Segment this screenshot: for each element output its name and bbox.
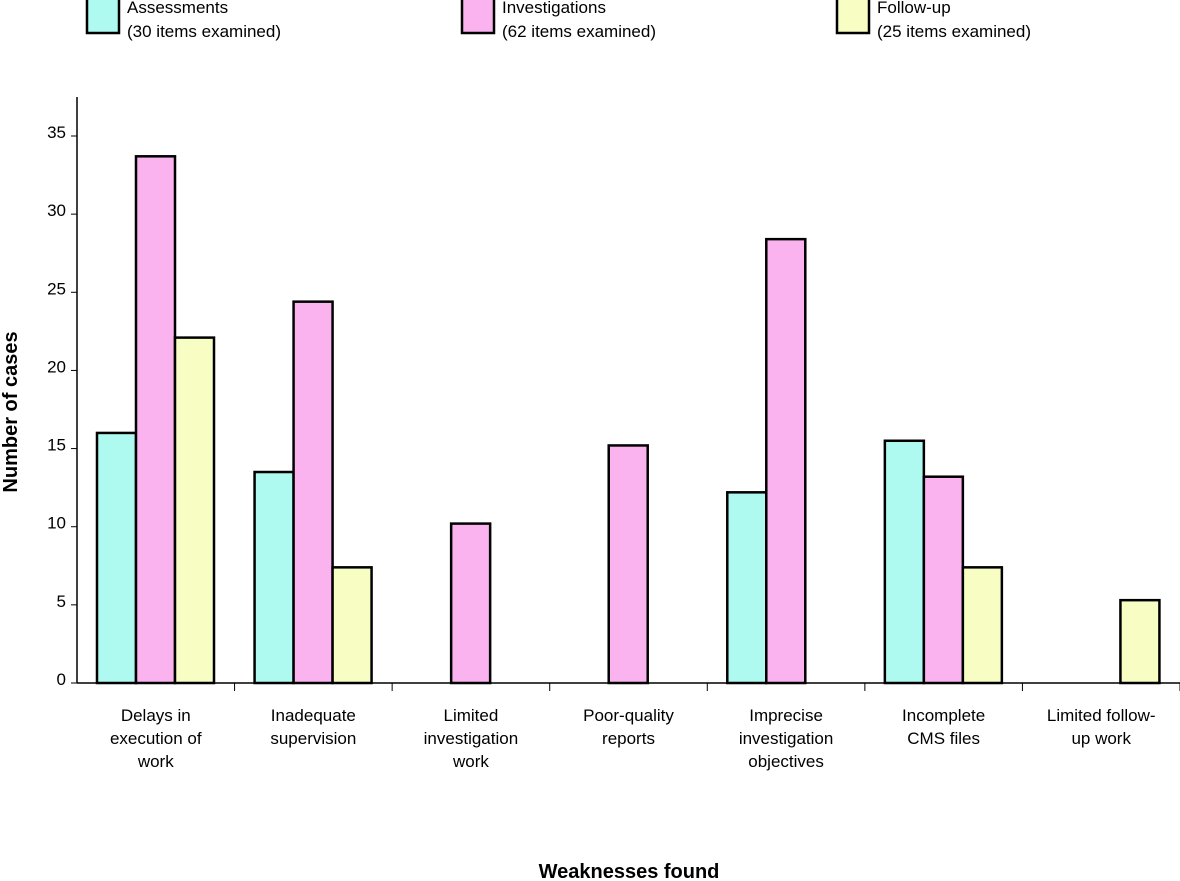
bar-follow-up-1 (331, 566, 373, 685)
bar-assessments-4 (726, 491, 768, 685)
x-tick-label-line: Imprecise (749, 706, 823, 725)
x-tick-label-line: supervision (270, 729, 356, 748)
bar-investigations-4 (765, 237, 807, 685)
x-tick-label: Limited investigation work (424, 706, 519, 771)
x-tick-label-line: Incomplete (902, 706, 985, 725)
bar-follow-up-0 (173, 336, 216, 685)
bar-investigations-5 (922, 475, 965, 685)
legend-note: (62 items examined) (502, 22, 656, 41)
bar-investigations-2 (449, 522, 492, 685)
bar-assessments-1 (253, 470, 295, 685)
x-tick-label: Incomplete CMS files (902, 706, 985, 748)
x-tick-label: Imprecise investigation objectives (739, 706, 834, 771)
bar-follow-up-6 (1119, 598, 1161, 685)
x-tick-label-line: Limited (444, 706, 499, 725)
x-tick-label-line: Delays in (121, 706, 191, 725)
legend: Assessments (30 items examined) Investigat… (85, 0, 1031, 41)
x-tick-label: Delays in execution of work (110, 706, 202, 771)
bar-investigations-3 (607, 444, 649, 685)
axes (76, 97, 1180, 684)
x-tick-labels: Delays in execution of work Inadequate super… (110, 683, 1180, 771)
y-tick-label: 25 (47, 279, 66, 298)
x-tick-label-line: Inadequate (271, 706, 356, 725)
y-axis-title: Number of cases (0, 331, 22, 492)
y-tick-label: 10 (47, 514, 66, 533)
y-tick-label: 0 (57, 670, 66, 689)
bar-investigations-1 (292, 300, 334, 685)
x-axis-title: Weaknesses found (539, 861, 720, 881)
y-axis-ticks: 0 5 10 15 20 25 30 35 (47, 123, 77, 689)
x-tick-label: Inadequate supervision (270, 706, 356, 748)
x-tick-label-line: work (137, 752, 174, 771)
x-tick-label-line: execution of (110, 729, 202, 748)
x-tick-label: Limited follow-up work (1047, 706, 1156, 748)
x-tick-label-line: objectives (748, 752, 824, 771)
legend-swatch-assessments (85, 0, 121, 35)
bar-investigations-0 (134, 155, 177, 685)
bars (95, 155, 1161, 685)
x-tick-label-line: investigation (424, 729, 519, 748)
legend-label: Follow-up (877, 0, 951, 17)
legend-note: (30 items examined) (127, 22, 281, 41)
x-tick-label-line: up work (1071, 729, 1131, 748)
y-tick-label: 20 (47, 357, 66, 376)
legend-swatch-follow-up (835, 0, 871, 35)
bar-assessments-0 (95, 431, 138, 685)
legend-swatch-investigations (460, 0, 496, 35)
y-tick-label: 5 (57, 592, 66, 611)
x-tick-label-line: reports (602, 729, 655, 748)
x-tick-label-line: investigation (739, 729, 834, 748)
bar-follow-up-5 (961, 566, 1004, 685)
x-tick-label: Poor-quality reports (583, 706, 674, 748)
x-tick-label-line: work (452, 752, 489, 771)
legend-label: Investigations (502, 0, 606, 17)
x-tick-label-line: Limited follow- (1047, 706, 1156, 725)
x-tick-label-line: CMS files (907, 729, 980, 748)
x-tick-label-line: Poor-quality (583, 706, 674, 725)
legend-label: Assessments (127, 0, 228, 17)
y-tick-label: 15 (47, 436, 66, 455)
y-tick-label: 30 (47, 201, 66, 220)
y-tick-label: 35 (47, 123, 66, 142)
legend-note: (25 items examined) (877, 22, 1031, 41)
bar-assessments-5 (883, 439, 926, 685)
